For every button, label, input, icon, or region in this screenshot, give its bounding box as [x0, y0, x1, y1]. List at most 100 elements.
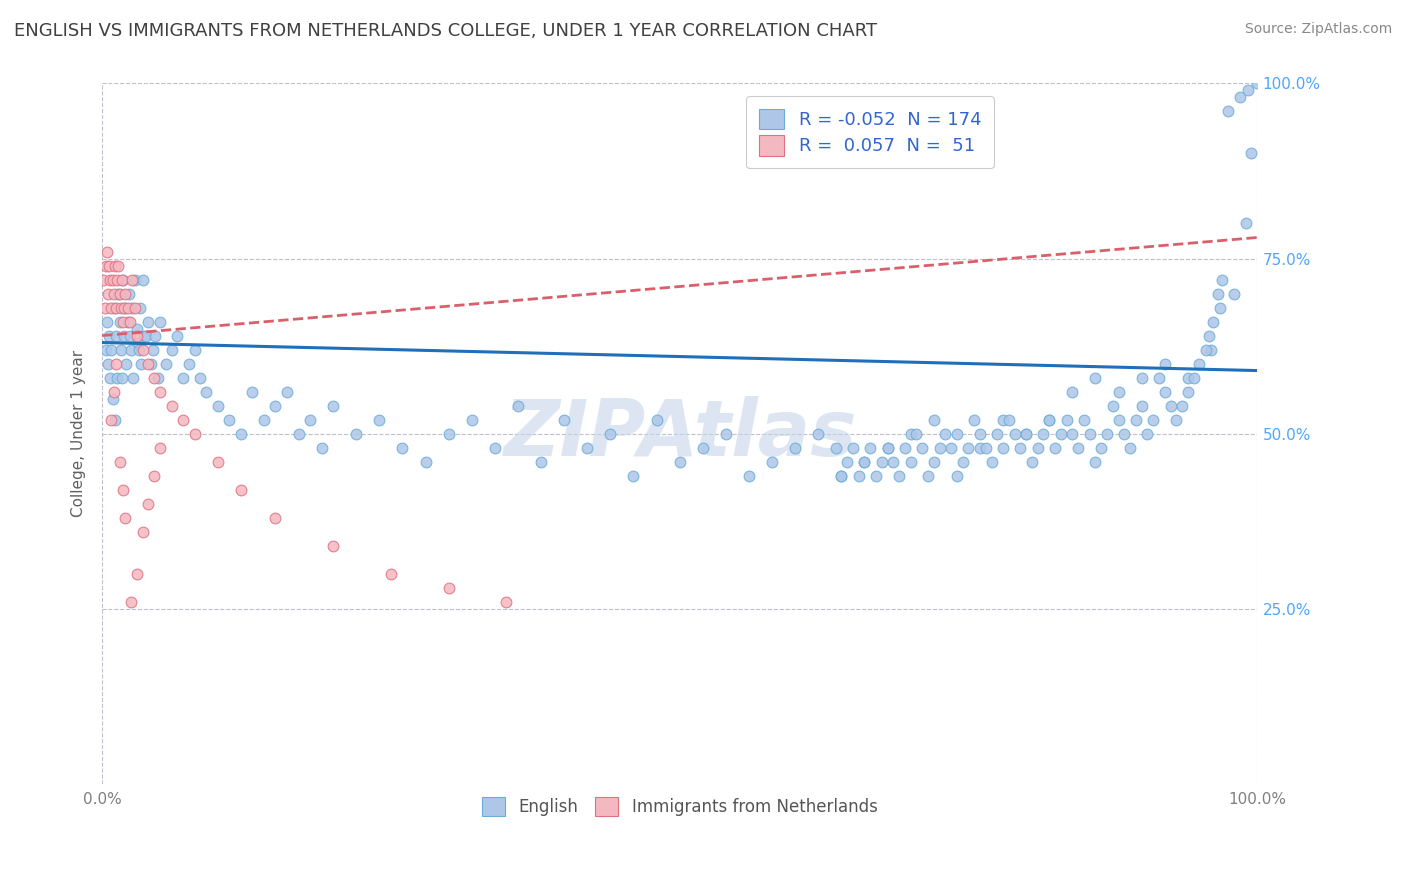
Point: [1202, 314, 1225, 328]
Point: [98, 259, 121, 273]
Point: [143, 370, 166, 384]
Point: [114, 301, 136, 315]
Point: [190, 370, 212, 384]
Point: [129, 301, 152, 315]
Point: [1218, 104, 1240, 119]
Point: [276, 384, 298, 399]
Point: [118, 328, 141, 343]
Point: [1062, 426, 1084, 441]
Point: [93, 272, 115, 286]
Point: [132, 328, 155, 343]
Point: [876, 441, 898, 455]
Point: [96, 314, 118, 328]
Point: [344, 426, 367, 441]
Point: [957, 441, 980, 455]
Point: [1223, 286, 1246, 301]
Point: [229, 426, 252, 441]
Point: [207, 399, 229, 413]
Point: [139, 357, 162, 371]
Point: [101, 392, 124, 406]
Point: [1084, 454, 1107, 468]
Text: ENGLISH VS IMMIGRANTS FROM NETHERLANDS COLLEGE, UNDER 1 YEAR CORRELATION CHART: ENGLISH VS IMMIGRANTS FROM NETHERLANDS C…: [14, 22, 877, 40]
Point: [155, 357, 177, 371]
Point: [111, 483, 134, 497]
Point: [1101, 399, 1123, 413]
Point: [495, 595, 517, 609]
Y-axis label: College, Under 1 year: College, Under 1 year: [72, 350, 86, 517]
Point: [1153, 384, 1175, 399]
Point: [166, 328, 188, 343]
Point: [112, 328, 135, 343]
Point: [1198, 328, 1220, 343]
Point: [991, 441, 1014, 455]
Point: [1240, 146, 1263, 161]
Point: [96, 244, 118, 259]
Point: [1038, 412, 1060, 426]
Point: [969, 426, 991, 441]
Point: [1209, 301, 1232, 315]
Point: [824, 441, 846, 455]
Point: [105, 328, 128, 343]
Point: [135, 328, 157, 343]
Point: [114, 510, 136, 524]
Point: [830, 468, 852, 483]
Point: [120, 595, 142, 609]
Point: [974, 441, 997, 455]
Point: [853, 454, 876, 468]
Point: [124, 301, 146, 315]
Point: [127, 335, 149, 350]
Point: [1015, 426, 1038, 441]
Point: [761, 454, 783, 468]
Point: [1229, 90, 1251, 104]
Point: [1142, 412, 1164, 426]
Point: [692, 441, 714, 455]
Point: [1147, 370, 1170, 384]
Point: [1026, 441, 1049, 455]
Point: [998, 412, 1021, 426]
Point: [128, 343, 150, 357]
Point: [110, 343, 132, 357]
Point: [131, 272, 153, 286]
Point: [160, 343, 183, 357]
Point: [905, 426, 928, 441]
Point: [842, 441, 865, 455]
Point: [917, 468, 939, 483]
Point: [299, 412, 322, 426]
Point: [882, 454, 904, 468]
Point: [160, 399, 183, 413]
Point: [623, 468, 645, 483]
Point: [553, 412, 575, 426]
Point: [100, 343, 122, 357]
Point: [142, 343, 165, 357]
Point: [118, 286, 141, 301]
Point: [1188, 357, 1211, 371]
Point: [125, 566, 148, 581]
Point: [1067, 441, 1090, 455]
Text: ZIPAtlas: ZIPAtlas: [503, 395, 856, 472]
Point: [1095, 426, 1118, 441]
Point: [1182, 370, 1205, 384]
Point: [111, 314, 134, 328]
Point: [1177, 370, 1199, 384]
Point: [311, 441, 333, 455]
Legend: English, Immigrants from Netherlands: English, Immigrants from Netherlands: [474, 789, 886, 824]
Point: [830, 468, 852, 483]
Point: [121, 272, 143, 286]
Point: [900, 426, 922, 441]
Point: [530, 454, 553, 468]
Point: [103, 301, 125, 315]
Point: [108, 454, 131, 468]
Point: [100, 301, 122, 315]
Point: [1177, 384, 1199, 399]
Point: [946, 468, 969, 483]
Point: [900, 454, 922, 468]
Point: [870, 454, 893, 468]
Point: [894, 441, 917, 455]
Point: [980, 454, 1002, 468]
Point: [183, 426, 205, 441]
Point: [183, 343, 205, 357]
Point: [1049, 426, 1071, 441]
Point: [1160, 399, 1182, 413]
Point: [218, 412, 240, 426]
Point: [100, 412, 122, 426]
